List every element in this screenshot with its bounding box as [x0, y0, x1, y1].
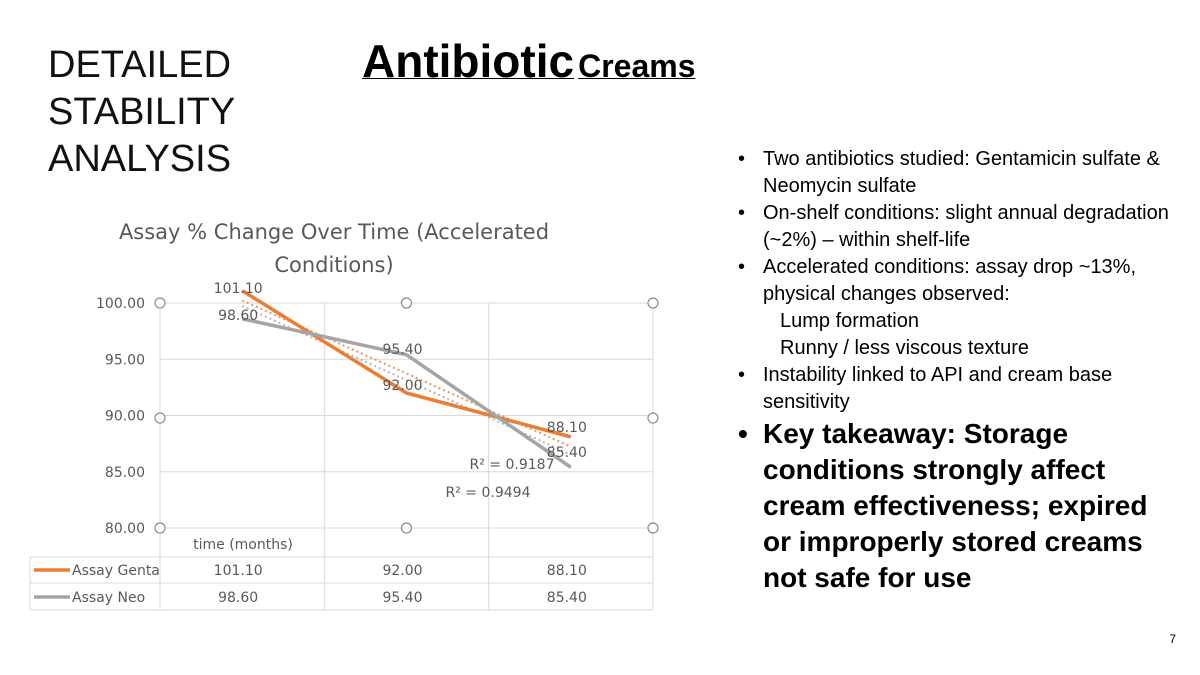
slide-title-main: Antibiotic: [362, 35, 575, 87]
series-line: [241, 317, 572, 469]
bullet-subitem: Lump formation: [780, 310, 919, 332]
bullet-text: Two antibiotics studied: Gentamicin sulf…: [763, 148, 1160, 197]
data-label: 85.40: [547, 445, 587, 461]
side-heading-line: STABILITY: [48, 91, 236, 133]
frame-handle: [154, 297, 166, 309]
data-label: 95.40: [382, 342, 422, 358]
r2-label: R² = 0.9494: [446, 485, 531, 501]
y-tick-label: 90.00: [105, 409, 145, 425]
side-heading: DETAILED STABILITY ANALYSIS: [48, 42, 235, 183]
table-cell: 85.40: [547, 590, 587, 606]
bullet-text: On-shelf conditions: slight annual degra…: [763, 202, 1169, 251]
table-cell: 92.00: [382, 563, 422, 579]
bullet-text: Accelerated conditions: assay drop ~13%,…: [763, 256, 1136, 305]
data-label: 101.10: [214, 281, 263, 297]
side-heading-line: DETAILED: [48, 44, 232, 86]
slide-title-sub: Creams: [578, 48, 696, 84]
frame-handle: [647, 522, 659, 534]
y-tick-label: 100.00: [96, 296, 145, 312]
page-number: 7: [1169, 632, 1176, 646]
legend-label: Assay Genta: [72, 563, 160, 579]
data-label: 98.60: [218, 308, 258, 324]
r2-label: R² = 0.9187: [470, 457, 555, 473]
bullet-subitem: Runny / less viscous texture: [780, 337, 1029, 359]
frame-handle: [647, 297, 659, 309]
bullet-item: On-shelf conditions: slight annual degra…: [738, 200, 1178, 254]
y-tick-label: 85.00: [105, 465, 145, 481]
chart-title-line: Conditions): [274, 253, 393, 277]
table-cell: 88.10: [547, 563, 587, 579]
slide-title: Antibiotic Creams: [362, 34, 695, 88]
table-cell: 98.60: [218, 590, 258, 606]
frame-handle: [400, 522, 413, 534]
table-cell: 101.10: [214, 563, 263, 579]
y-tick-label: 95.00: [105, 352, 145, 368]
bullet-item: Instability linked to API and cream base…: [738, 362, 1178, 416]
bullet-list: Two antibiotics studied: Gentamicin sulf…: [738, 146, 1178, 596]
frame-handle: [154, 522, 166, 534]
bullet-item: Accelerated conditions: assay drop ~13%,…: [738, 254, 1178, 362]
assay-chart: Assay % Change Over Time (Accelerated Con…: [29, 220, 659, 611]
frame-handle: [154, 412, 166, 424]
legend-label: Assay Neo: [72, 590, 145, 606]
bullet-item: Two antibiotics studied: Gentamicin sulf…: [738, 146, 1178, 200]
data-label: 92.00: [382, 378, 422, 394]
chart-title-line: Assay % Change Over Time (Accelerated: [119, 220, 549, 244]
side-heading-line: ANALYSIS: [48, 138, 232, 180]
table-cell: 95.40: [382, 590, 422, 606]
frame-handle: [647, 412, 659, 424]
data-label: 88.10: [547, 420, 587, 436]
frame-handle: [400, 297, 413, 309]
key-takeaway-text: Key takeaway: Storage conditions strongl…: [763, 418, 1148, 593]
x-axis-label: time (months): [193, 537, 293, 553]
series-line: [241, 289, 572, 439]
y-tick-label: 80.00: [105, 521, 145, 537]
bullet-text: Instability linked to API and cream base…: [763, 364, 1113, 413]
key-takeaway: Key takeaway: Storage conditions strongl…: [738, 416, 1178, 596]
